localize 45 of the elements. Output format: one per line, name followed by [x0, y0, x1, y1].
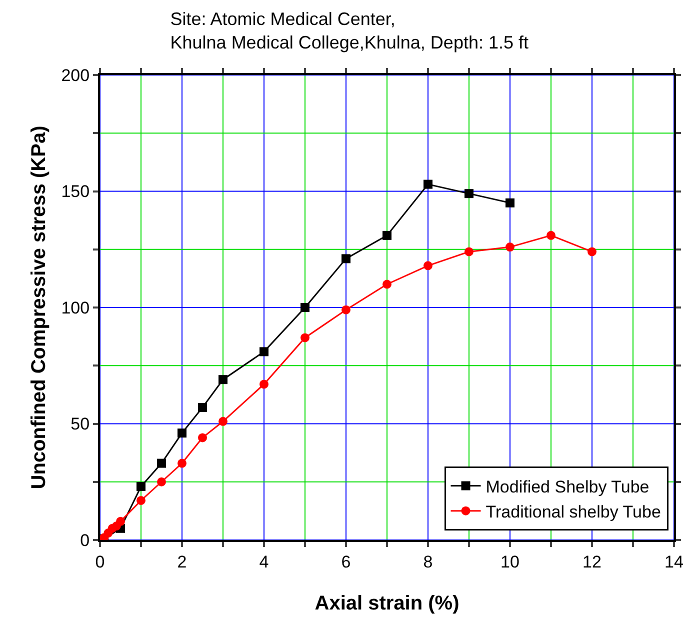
- point: [178, 458, 186, 468]
- x-tick-label: 0: [95, 552, 105, 572]
- point: [424, 261, 432, 270]
- x-tick-label: 8: [423, 552, 433, 572]
- y-tick-label: 0: [80, 530, 90, 550]
- point: [342, 254, 350, 264]
- y-tick-label: 50: [70, 414, 90, 434]
- point: [588, 247, 596, 256]
- x-axis-title: Axial strain (%): [314, 592, 460, 614]
- point: [198, 433, 207, 442]
- point: [342, 305, 350, 314]
- legend-label: Modified Shelby Tube: [486, 477, 650, 496]
- point: [218, 375, 228, 384]
- point: [157, 458, 166, 468]
- point: [157, 477, 166, 486]
- point: [506, 198, 514, 208]
- point: [382, 230, 392, 240]
- point: [464, 247, 474, 256]
- point: [464, 189, 474, 198]
- chart-title: Site: Atomic Medical Center, Khulna Medical College,Khulna, Depth: 1.5 ft: [170, 9, 529, 53]
- x-tick-label: 12: [582, 552, 602, 572]
- y-tick-label: 100: [61, 298, 90, 318]
- point: [136, 496, 146, 505]
- point: [300, 303, 310, 312]
- x-tick-label: 4: [259, 552, 269, 572]
- point: [136, 482, 146, 492]
- x-tick-label: 6: [341, 552, 351, 572]
- point: [382, 280, 392, 289]
- point: [260, 347, 268, 356]
- point: [218, 416, 228, 426]
- y-axis-title: Unconfined Compressive stress (KPa): [28, 126, 50, 490]
- point: [424, 180, 432, 189]
- y-tick-label: 150: [61, 182, 90, 202]
- point: [116, 516, 125, 526]
- y-tick-label: 200: [61, 66, 90, 85]
- point: [546, 230, 556, 240]
- point: [178, 428, 186, 438]
- point: [506, 242, 514, 252]
- legend-label: Traditional shelby Tube: [486, 502, 661, 522]
- x-tick-label: 10: [500, 552, 520, 572]
- point: [260, 380, 268, 389]
- point: [198, 402, 207, 412]
- x-tick-label: 14: [664, 552, 684, 572]
- point: [300, 333, 310, 342]
- x-tick-label: 2: [177, 552, 187, 572]
